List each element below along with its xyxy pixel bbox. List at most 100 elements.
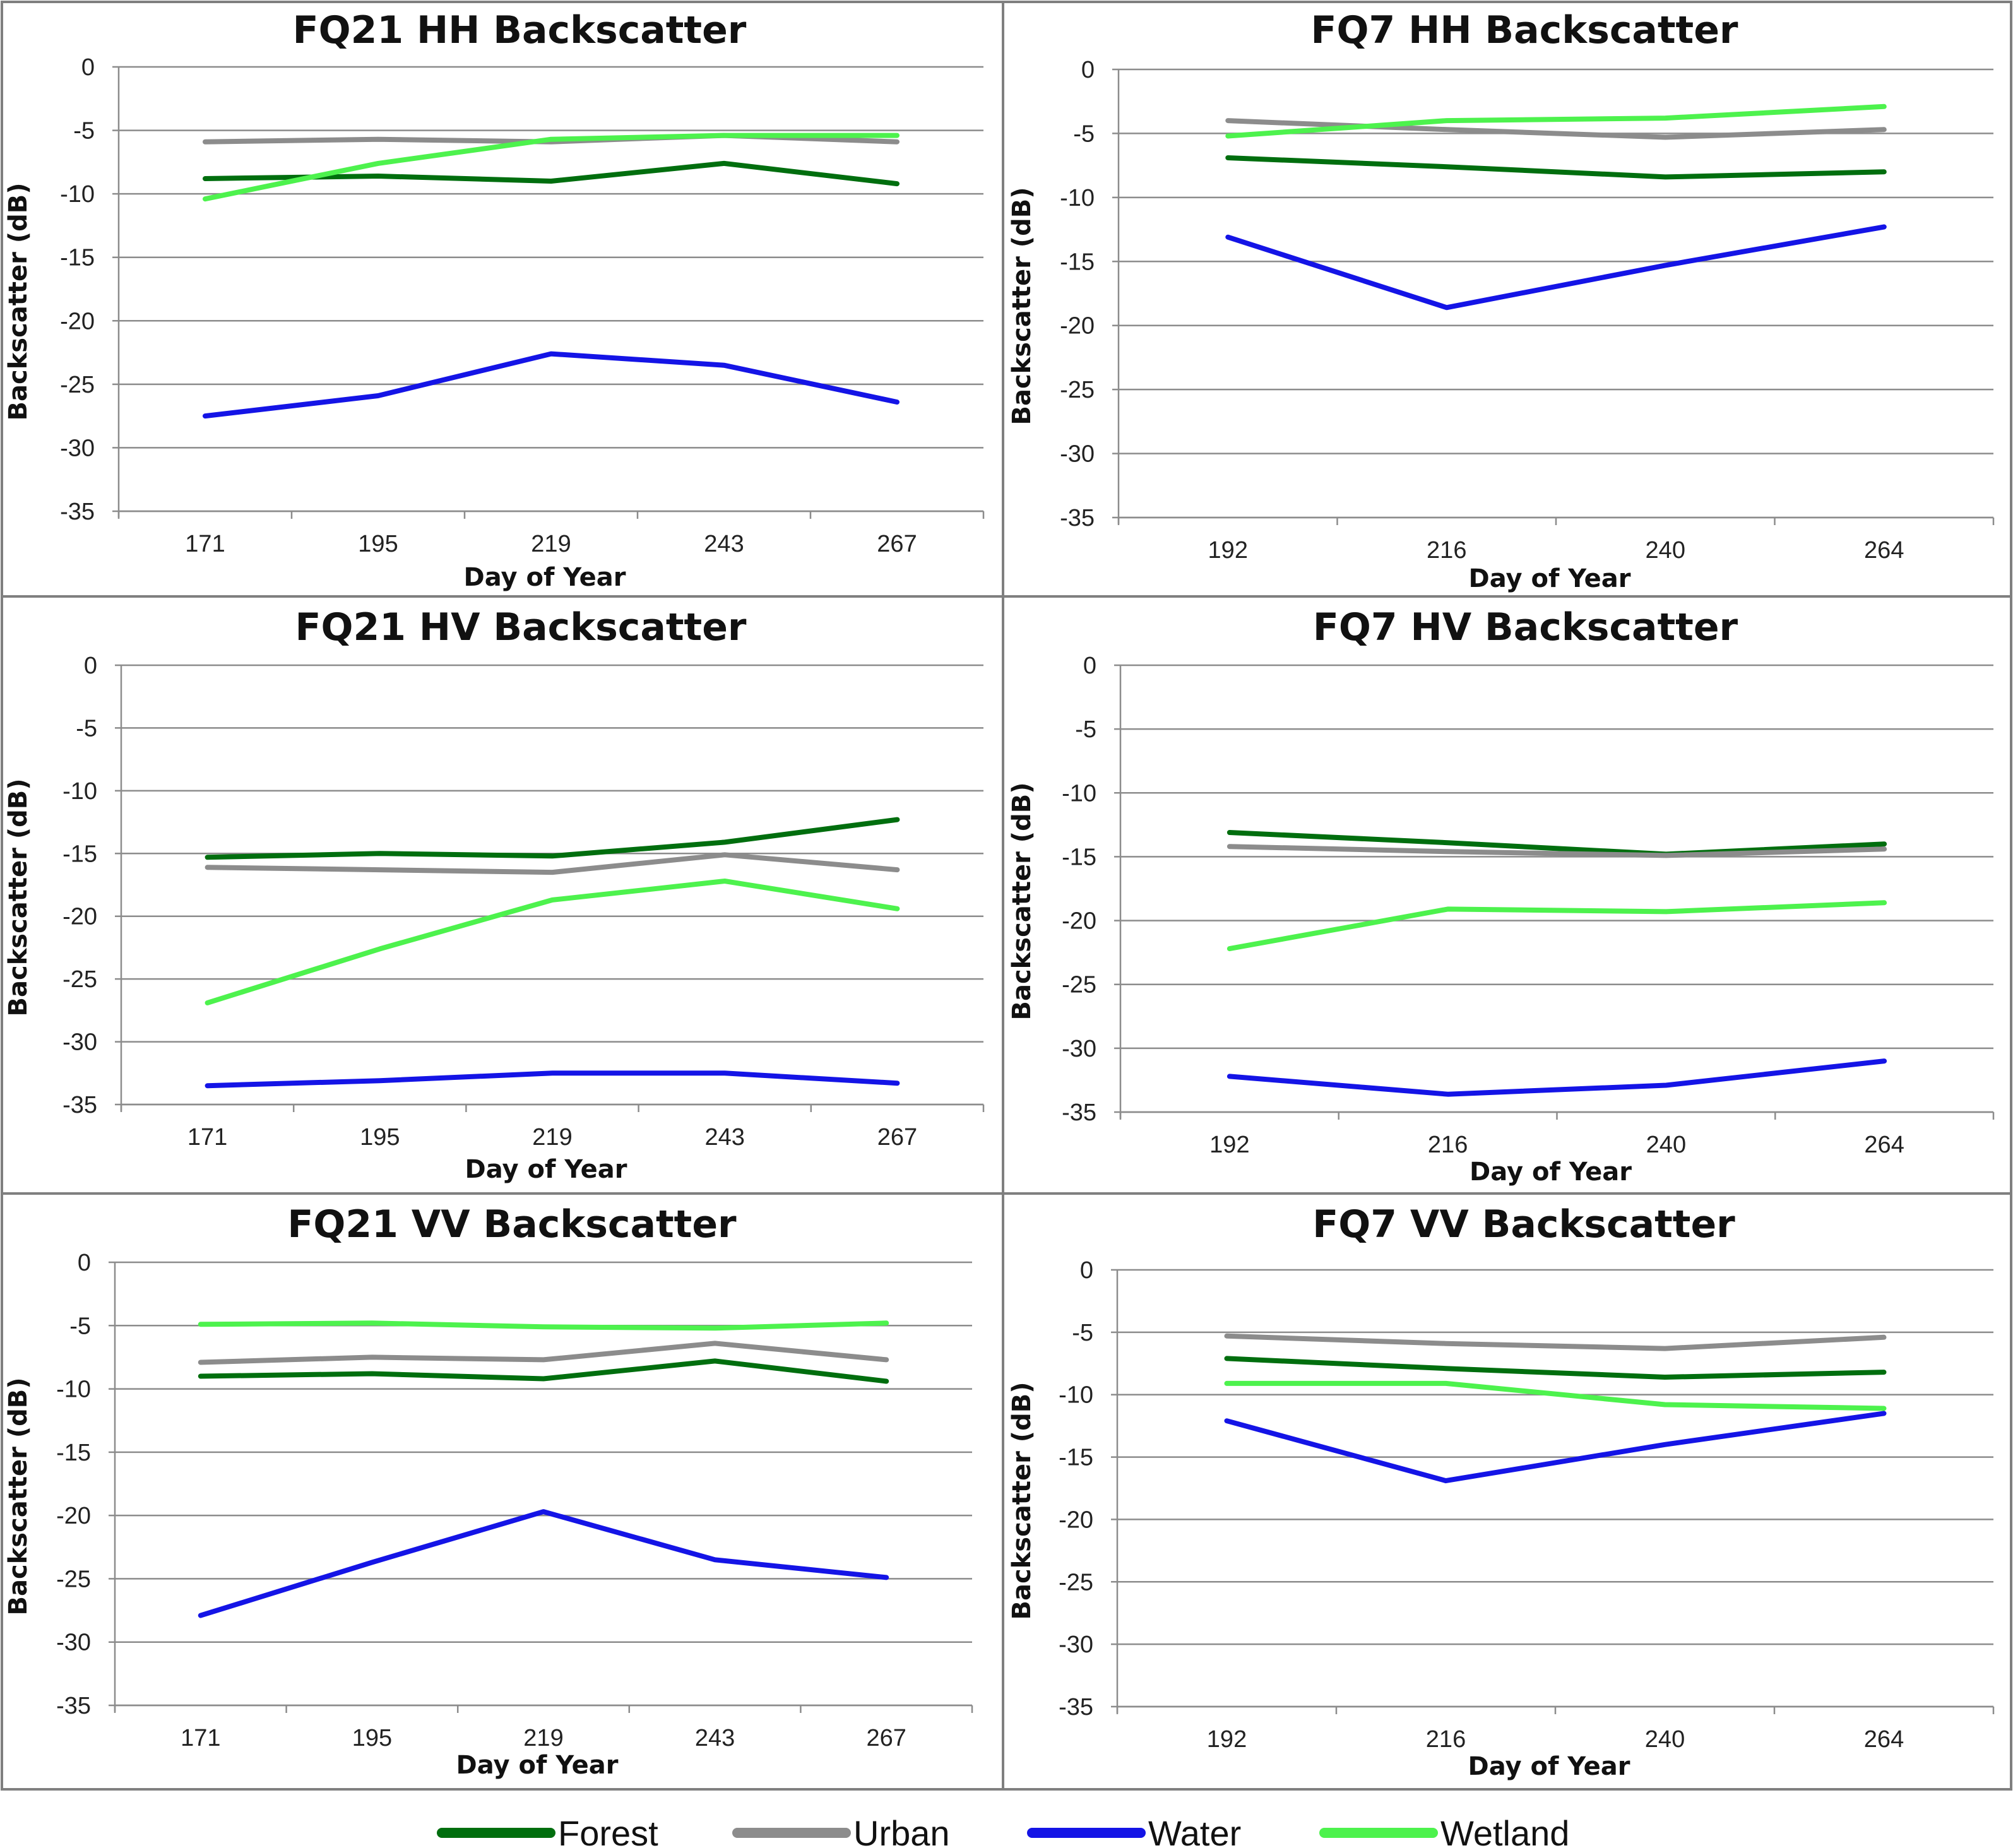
y-tick-label: -20 [1062,908,1096,935]
y-tick-label: -30 [1062,1036,1096,1062]
y-tick-label: -10 [60,181,95,208]
y-tick-label: -5 [1075,716,1096,743]
x-tick-label: 240 [1645,1726,1685,1753]
x-tick-label: 267 [877,1124,917,1151]
panel-fq7-vv-backscatter: 0 -5 -10 -15 -20 -25 -30 -35 192 216 240 264 FQ7 VV … [1002,1192,2012,1791]
x-tick-label: 195 [360,1124,400,1151]
y-tick-label: -30 [1060,441,1095,468]
x-axis-label: Day of Year [1468,1752,1630,1781]
y-tick-label: -15 [62,841,97,867]
y-axis-label: Backscatter (dB) [1007,782,1036,1020]
legend-label: Urban [853,1813,950,1848]
chart-panels: 0 -5 -10 -15 -20 -25 -30 -35 171 195 219 243 267 FQ21… [1,1,2012,1791]
x-tick-label: 195 [358,531,398,557]
y-tick-label: 0 [84,653,97,679]
x-tick-label: 171 [185,531,225,557]
legend-label: Water [1148,1813,1241,1848]
series-line-forest [205,817,900,860]
x-tick-label: 192 [1209,1132,1249,1158]
x-tick-label: 264 [1864,537,1904,564]
chart-title: FQ21 HV Backscatter [295,605,746,649]
y-tick-label: -20 [56,1503,91,1529]
y-tick-label: -10 [62,778,97,805]
series-line-urban [1226,844,1887,858]
x-tick-label: 240 [1646,537,1685,564]
y-tick-label: -5 [1072,1320,1093,1346]
x-tick-label: 216 [1427,537,1466,564]
series-line-forest [198,1358,889,1384]
y-tick-label: 0 [1081,57,1095,83]
y-tick-label: -25 [1060,377,1095,403]
y-tick-label: -10 [1059,1382,1093,1409]
y-tick-label: -30 [62,1029,97,1056]
x-tick-label: 171 [187,1124,227,1151]
y-axis-label: Backscatter (dB) [4,1377,33,1615]
x-tick-label: 264 [1864,1132,1904,1158]
y-tick-label: 0 [78,1250,91,1276]
series-line-water [198,1509,889,1618]
y-tick-label: -20 [60,308,95,335]
series-line-wetland [203,133,900,202]
series-line-water [1226,1058,1887,1097]
legend-label: Wetland [1440,1813,1569,1848]
legend-item-water: Water [1027,1813,1241,1848]
series-line-forest [1224,1356,1887,1380]
x-tick-label: 267 [866,1725,906,1751]
x-tick-label: 243 [704,1124,744,1151]
legend: Forest Urban Water Wetland [437,1813,1569,1848]
x-tick-label: 192 [1208,537,1248,564]
x-axis-label: Day of Year [1469,564,1631,593]
y-axis-label: Backscatter (dB) [1007,187,1036,425]
y-tick-label: -35 [1059,1694,1093,1721]
x-tick-label: 195 [352,1725,392,1751]
x-axis-label: Day of Year [456,1751,619,1780]
y-tick-label: 0 [1080,1257,1093,1284]
y-tick-label: -25 [1059,1569,1093,1596]
series-line-wetland [205,879,900,1005]
series-line-wetland [1224,1380,1887,1411]
y-tick-label: -20 [62,904,97,930]
y-tick-label: -5 [1073,121,1095,147]
x-tick-label: 219 [531,531,571,557]
chart-title: FQ7 HV Backscatter [1313,605,1738,649]
y-tick-label: -25 [60,372,95,398]
legend-label: Forest [558,1813,658,1848]
x-tick-label: 243 [704,531,744,557]
y-tick-label: -30 [56,1630,91,1656]
x-axis-label: Day of Year [465,1155,627,1184]
chart-title: FQ7 VV Backscatter [1312,1202,1735,1247]
x-axis-label: Day of Year [1470,1158,1632,1187]
y-tick-label: -30 [1059,1632,1093,1658]
series-line-urban [205,852,900,875]
y-tick-label: -25 [56,1566,91,1592]
y-tick-label: -35 [56,1693,91,1719]
y-tick-label: -5 [69,1313,91,1339]
x-tick-label: 216 [1426,1726,1466,1753]
series-line-wetland [198,1320,889,1331]
series-line-water [205,1070,900,1089]
y-tick-label: -25 [62,966,97,993]
series-line-urban [198,1341,889,1365]
panel-fq7-hh-backscatter: 0 -5 -10 -15 -20 -25 -30 -35 192 216 240 264 FQ7 HH … [1002,1,2012,598]
series-line-forest [1226,830,1887,857]
y-axis-label: Backscatter (dB) [1007,1382,1036,1620]
y-tick-label: -15 [56,1440,91,1466]
y-tick-label: -20 [1060,313,1095,340]
y-tick-label: -5 [76,715,97,742]
series-line-urban [1224,1333,1887,1351]
panel-fq7-hv-backscatter: 0 -5 -10 -15 -20 -25 -30 -35 192 216 240 264 FQ7 HV … [1002,595,2012,1195]
y-tick-label: -10 [1060,185,1095,211]
series-line-water [1224,1411,1887,1484]
panel-fq21-vv-backscatter: 0 -5 -10 -15 -20 -25 -30 -35 171 195 219 243 267 FQ21… [1,1192,1004,1791]
x-tick-label: 267 [877,531,917,557]
chart-title: FQ21 HH Backscatter [293,8,747,52]
x-tick-label: 192 [1207,1726,1247,1753]
y-tick-label: -35 [1060,505,1095,531]
y-tick-label: -35 [60,499,95,525]
x-tick-label: 216 [1428,1132,1468,1158]
y-tick-label: -35 [62,1092,97,1118]
chart-title: FQ7 HH Backscatter [1310,8,1738,52]
y-tick-label: -25 [1062,972,1096,998]
